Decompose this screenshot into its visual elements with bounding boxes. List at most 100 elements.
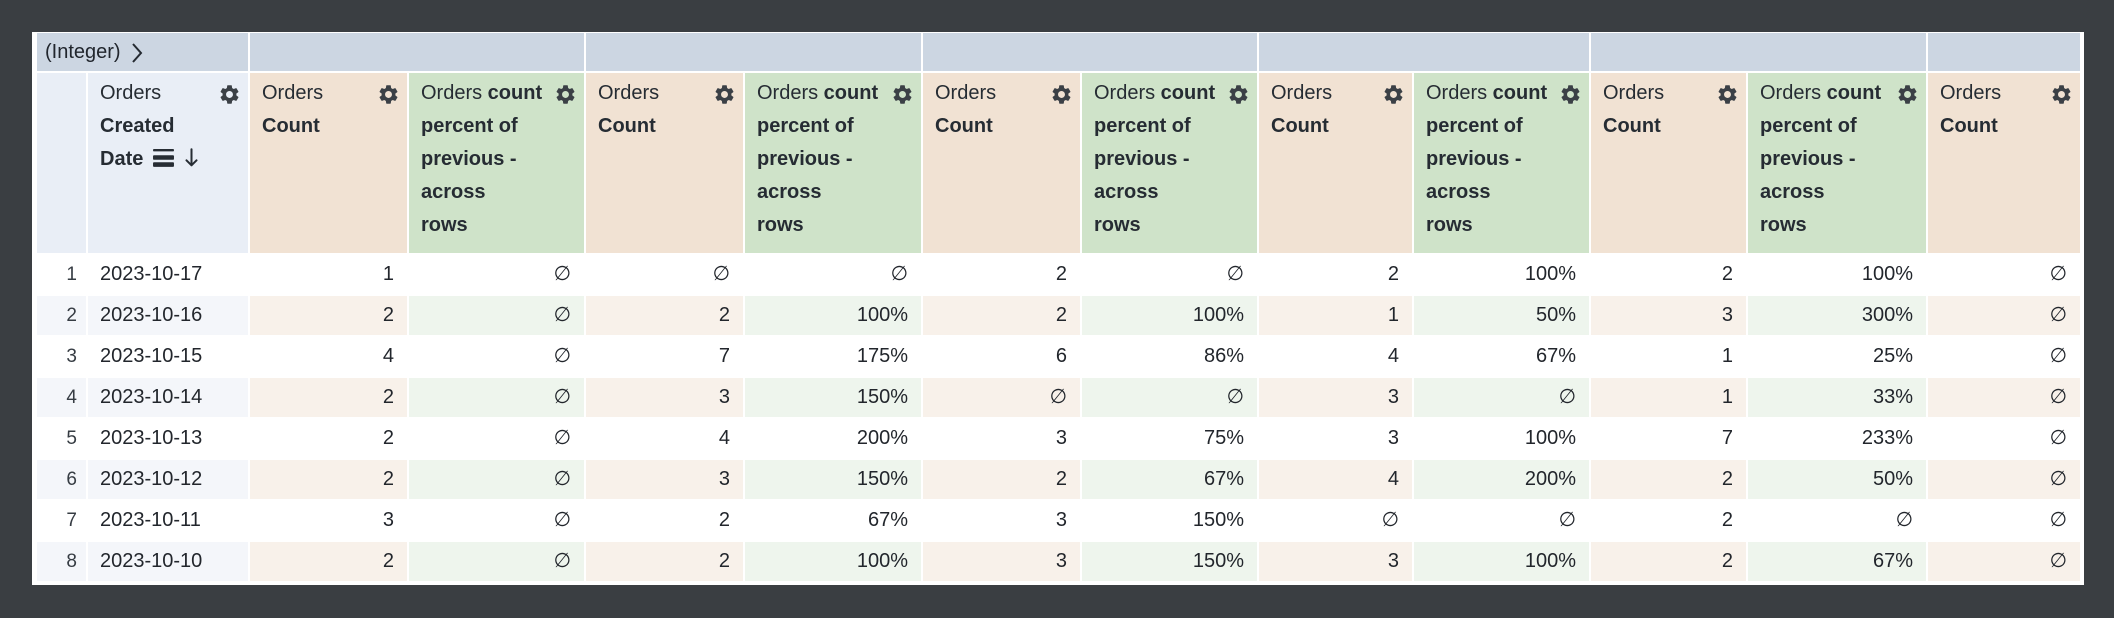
count-cell[interactable]: 2 — [250, 378, 407, 417]
percent-cell[interactable]: 150% — [1082, 501, 1257, 540]
count-cell[interactable]: 3 — [1591, 296, 1746, 335]
percent-cell[interactable]: 300% — [1748, 296, 1926, 335]
percent-cell[interactable]: ∅ — [409, 378, 584, 417]
percent-cell[interactable]: 150% — [1082, 542, 1257, 581]
count-cell[interactable]: 3 — [923, 542, 1080, 581]
percent-cell[interactable]: 150% — [745, 378, 921, 417]
column-menu-button[interactable] — [1896, 83, 1919, 106]
count-cell[interactable]: 2 — [1591, 501, 1746, 540]
percent-cell[interactable]: 200% — [1414, 460, 1589, 499]
column-header-orders-count[interactable]: Orders Count — [586, 73, 743, 253]
count-cell[interactable]: 1 — [1591, 337, 1746, 376]
percent-cell[interactable]: ∅ — [409, 501, 584, 540]
chevron-right-icon[interactable] — [131, 42, 143, 64]
count-cell[interactable]: 4 — [1259, 460, 1412, 499]
count-cell[interactable]: 3 — [923, 501, 1080, 540]
percent-cell[interactable]: 100% — [1414, 542, 1589, 581]
percent-cell[interactable]: 100% — [1414, 255, 1589, 294]
column-menu-button[interactable] — [2050, 83, 2073, 106]
column-menu-button[interactable] — [713, 83, 736, 106]
count-cell[interactable]: 2 — [1259, 255, 1412, 294]
count-cell[interactable]: ∅ — [1928, 255, 2080, 294]
count-cell[interactable]: ∅ — [586, 255, 743, 294]
column-header-orders-count[interactable]: Orders Count — [1928, 73, 2080, 253]
column-menu-button[interactable] — [1559, 83, 1582, 106]
percent-cell[interactable]: ∅ — [1748, 501, 1926, 540]
column-menu-button[interactable] — [1716, 83, 1739, 106]
count-cell[interactable]: ∅ — [1928, 542, 2080, 581]
count-cell[interactable]: 3 — [250, 501, 407, 540]
count-cell[interactable]: 2 — [1591, 255, 1746, 294]
count-cell[interactable]: 2 — [586, 542, 743, 581]
percent-cell[interactable]: ∅ — [409, 255, 584, 294]
column-header-orders-count[interactable]: Orders Count — [923, 73, 1080, 253]
column-menu-button[interactable] — [377, 83, 400, 106]
count-cell[interactable]: 3 — [1259, 378, 1412, 417]
percent-cell[interactable]: 67% — [1414, 337, 1589, 376]
count-cell[interactable]: 2 — [250, 460, 407, 499]
column-menu-button[interactable] — [554, 83, 577, 106]
percent-cell[interactable]: ∅ — [409, 296, 584, 335]
count-cell[interactable]: 7 — [1591, 419, 1746, 458]
column-menu-button[interactable] — [1227, 83, 1250, 106]
count-cell[interactable]: 3 — [586, 378, 743, 417]
count-cell[interactable]: 3 — [923, 419, 1080, 458]
count-cell[interactable]: 2 — [1591, 460, 1746, 499]
percent-cell[interactable]: 150% — [745, 460, 921, 499]
count-cell[interactable]: ∅ — [1259, 501, 1412, 540]
count-cell[interactable]: 2 — [250, 542, 407, 581]
column-header-orders-count[interactable]: Orders Count — [250, 73, 407, 253]
count-cell[interactable]: ∅ — [923, 378, 1080, 417]
percent-cell[interactable]: ∅ — [409, 460, 584, 499]
count-cell[interactable]: 4 — [250, 337, 407, 376]
date-cell[interactable]: 2023-10-11 — [88, 501, 248, 540]
count-cell[interactable]: 1 — [1591, 378, 1746, 417]
column-header-percent-of-previous[interactable]: Orders count percent of previous - acros… — [409, 73, 584, 253]
column-menu-button[interactable] — [891, 83, 914, 106]
percent-cell[interactable]: ∅ — [1082, 255, 1257, 294]
count-cell[interactable]: 2 — [923, 255, 1080, 294]
percent-cell[interactable]: 100% — [1414, 419, 1589, 458]
count-cell[interactable]: 3 — [586, 460, 743, 499]
column-header-orders-count[interactable]: Orders Count — [1259, 73, 1412, 253]
percent-cell[interactable]: 67% — [745, 501, 921, 540]
percent-cell[interactable]: 175% — [745, 337, 921, 376]
date-cell[interactable]: 2023-10-15 — [88, 337, 248, 376]
count-cell[interactable]: ∅ — [1928, 501, 2080, 540]
count-cell[interactable]: 2 — [586, 501, 743, 540]
count-cell[interactable]: 1 — [250, 255, 407, 294]
percent-cell[interactable]: ∅ — [409, 542, 584, 581]
percent-cell[interactable]: 50% — [1748, 460, 1926, 499]
count-cell[interactable]: 2 — [1591, 542, 1746, 581]
column-header-percent-of-previous[interactable]: Orders count percent of previous - acros… — [1082, 73, 1257, 253]
percent-cell[interactable]: ∅ — [1414, 501, 1589, 540]
percent-cell[interactable]: 25% — [1748, 337, 1926, 376]
percent-cell[interactable]: ∅ — [1414, 378, 1589, 417]
date-cell[interactable]: 2023-10-12 — [88, 460, 248, 499]
count-cell[interactable]: 2 — [923, 460, 1080, 499]
count-cell[interactable]: 4 — [1259, 337, 1412, 376]
count-cell[interactable]: ∅ — [1928, 296, 2080, 335]
column-menu-button[interactable] — [1050, 83, 1073, 106]
count-cell[interactable]: ∅ — [1928, 378, 2080, 417]
date-cell[interactable]: 2023-10-17 — [88, 255, 248, 294]
date-cell[interactable]: 2023-10-10 — [88, 542, 248, 581]
count-cell[interactable]: 2 — [250, 296, 407, 335]
count-cell[interactable]: 2 — [923, 296, 1080, 335]
column-menu-button[interactable] — [1382, 83, 1405, 106]
percent-cell[interactable]: ∅ — [745, 255, 921, 294]
percent-cell[interactable]: ∅ — [1082, 378, 1257, 417]
percent-cell[interactable]: 67% — [1748, 542, 1926, 581]
column-header-percent-of-previous[interactable]: Orders count percent of previous - acros… — [745, 73, 921, 253]
percent-cell[interactable]: 233% — [1748, 419, 1926, 458]
percent-cell[interactable]: 50% — [1414, 296, 1589, 335]
column-menu-button[interactable] — [218, 83, 241, 106]
count-cell[interactable]: 2 — [586, 296, 743, 335]
count-cell[interactable]: ∅ — [1928, 337, 2080, 376]
percent-cell[interactable]: 200% — [745, 419, 921, 458]
column-header-orders-count[interactable]: Orders Count — [1591, 73, 1746, 253]
pivot-field-header[interactable]: (Integer) — [37, 33, 248, 71]
percent-cell[interactable]: ∅ — [409, 419, 584, 458]
count-cell[interactable]: ∅ — [1928, 460, 2080, 499]
percent-cell[interactable]: 100% — [1082, 296, 1257, 335]
